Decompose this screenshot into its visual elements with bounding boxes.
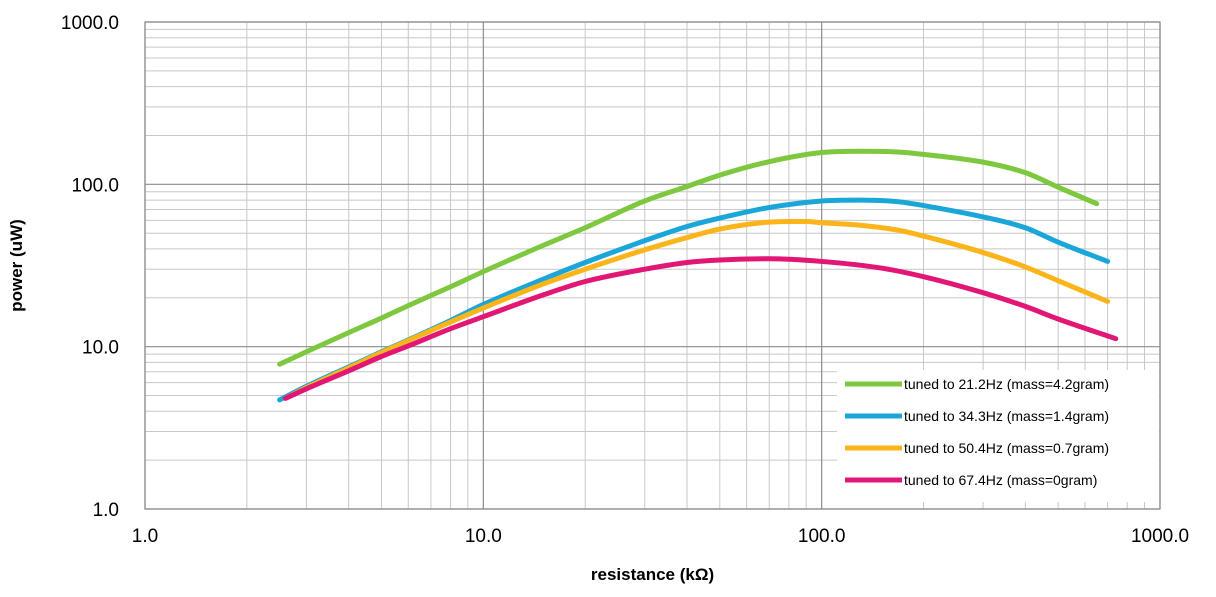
x-tick-label: 1.0 — [132, 526, 158, 547]
x-axis-title: resistance (kΩ) — [591, 565, 714, 584]
y-tick-label: 1000.0 — [61, 13, 119, 34]
legend-label-4: tuned to 67.4Hz (mass=0gram) — [904, 472, 1097, 488]
y-tick-label: 10.0 — [82, 338, 119, 359]
x-tick-label: 100.0 — [798, 526, 846, 547]
legend-label-3: tuned to 50.4Hz (mass=0.7gram) — [904, 440, 1109, 456]
y-axis-title: power (uW) — [7, 219, 26, 312]
series-line-4 — [282, 256, 1119, 401]
x-axis-tick-labels: 1.0 10.0 100.0 1000.0 — [132, 526, 1189, 547]
series-layer — [277, 148, 1119, 403]
series-line-3 — [282, 218, 1111, 401]
legend-label-1: tuned to 21.2Hz (mass=4.2gram) — [904, 376, 1109, 392]
plot-area-frame — [144, 21, 1161, 510]
series-line-1 — [277, 148, 1100, 367]
y-tick-label: 100.0 — [71, 175, 119, 196]
x-tick-label: 10.0 — [465, 526, 502, 547]
y-tick-label: 1.0 — [93, 500, 119, 521]
y-axis-tick-labels: 1.0 10.0 100.0 1000.0 — [61, 13, 119, 521]
legend: tuned to 21.2Hz (mass=4.2gram) tuned to 3… — [837, 370, 1159, 502]
legend-label-2: tuned to 34.3Hz (mass=1.4gram) — [904, 408, 1109, 424]
x-tick-label: 1000.0 — [1131, 526, 1189, 547]
